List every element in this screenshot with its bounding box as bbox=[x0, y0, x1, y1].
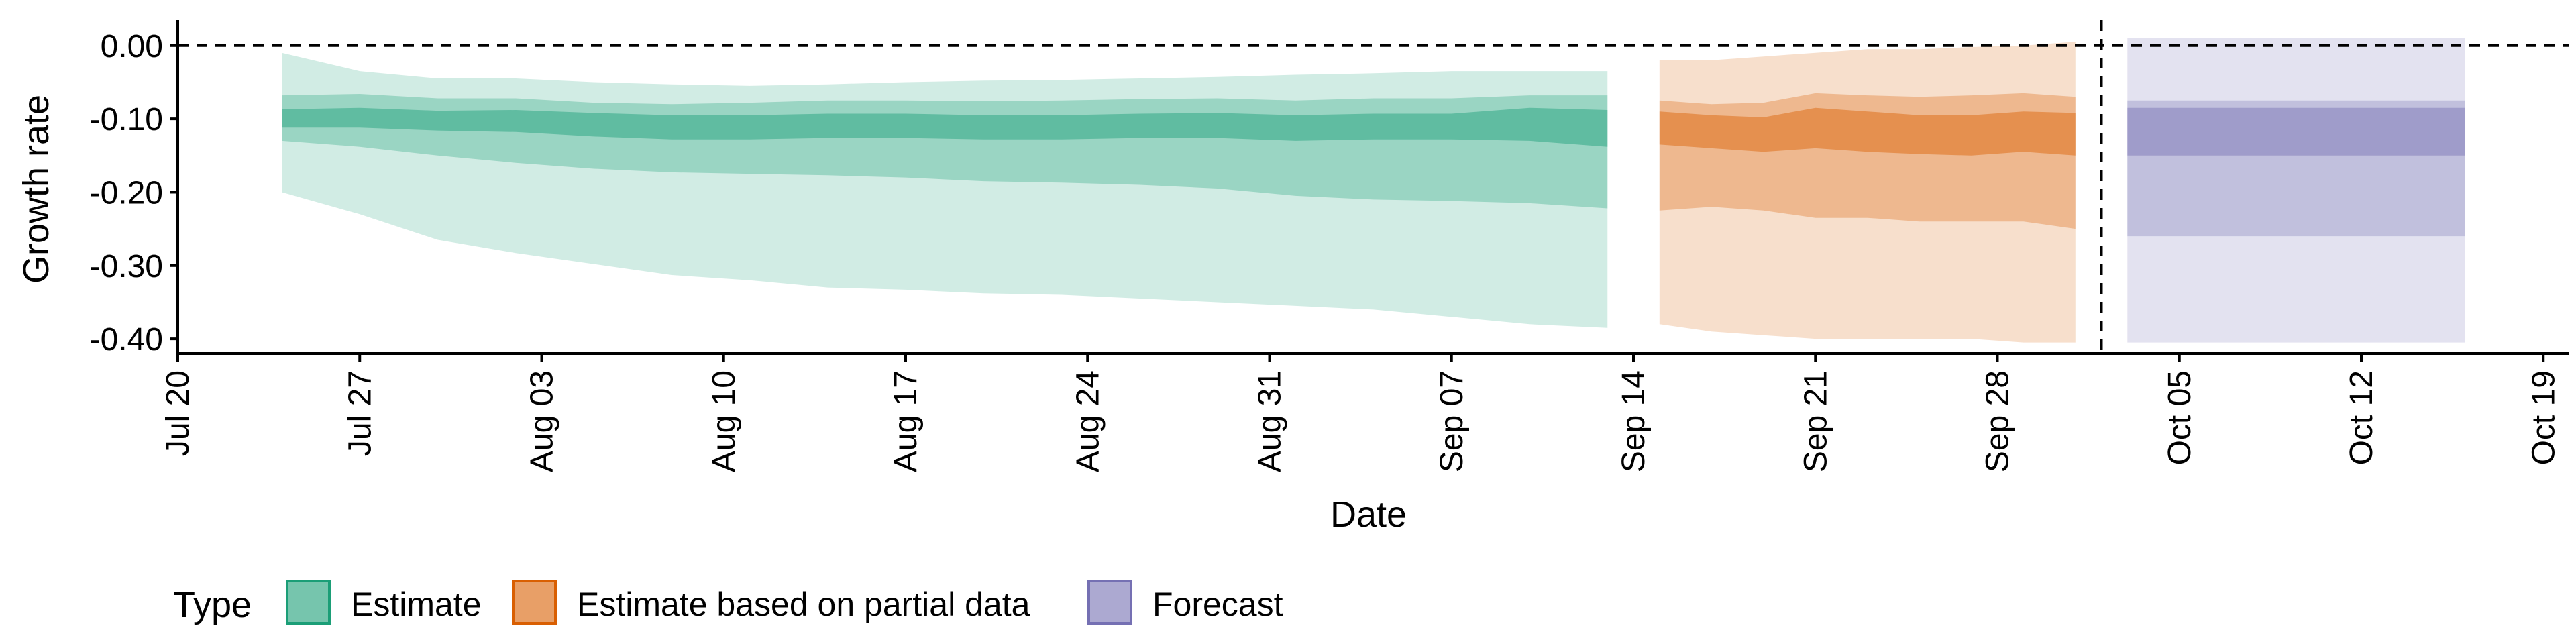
y-axis-title: Growth rate bbox=[16, 95, 56, 284]
x-tick-label: Sep 21 bbox=[1798, 370, 1833, 472]
x-tick-label: Aug 03 bbox=[525, 370, 560, 472]
x-tick-label: Jul 20 bbox=[160, 370, 196, 456]
band-layer bbox=[282, 38, 2465, 343]
estimate-band-80 bbox=[282, 94, 1608, 209]
y-tick-label: -0.10 bbox=[90, 102, 163, 138]
x-tick-label: Oct 12 bbox=[2344, 370, 2379, 465]
legend-label: Estimate based on partial data bbox=[577, 586, 1030, 623]
axes: 0.00 -0.10 -0.20 -0.30 -0.40 Jul 20 Jul 27 Aug … bbox=[90, 20, 2569, 472]
x-tick-label: Jul 27 bbox=[342, 370, 378, 456]
y-tick-label: -0.40 bbox=[90, 322, 163, 358]
y-tick-label: -0.30 bbox=[90, 249, 163, 284]
legend-label: Forecast bbox=[1152, 586, 1283, 623]
legend-label: Estimate bbox=[351, 586, 482, 623]
x-tick-label: Sep 14 bbox=[1616, 370, 1652, 472]
x-tick-label: Aug 17 bbox=[888, 370, 924, 472]
reference-lines bbox=[178, 20, 2569, 354]
legend-swatch bbox=[512, 580, 557, 625]
estimate-based-on-partial-data-band-80 bbox=[1659, 93, 2076, 229]
y-tick-label: -0.20 bbox=[90, 175, 163, 211]
estimate-based-on-partial-data-band-90 bbox=[1659, 42, 2076, 343]
legend-swatch bbox=[1087, 580, 1132, 625]
estimate-band-50 bbox=[282, 107, 1608, 147]
forecast-band-80 bbox=[2127, 100, 2465, 237]
forecast-band-90 bbox=[2127, 38, 2465, 343]
x-tick-label: Sep 07 bbox=[1434, 370, 1470, 472]
y-tick-label: 0.00 bbox=[101, 29, 163, 64]
estimate-band-90 bbox=[282, 52, 1608, 328]
x-tick-label: Aug 24 bbox=[1070, 370, 1106, 472]
legend-title: Type bbox=[173, 585, 252, 625]
estimate-based-on-partial-data-band-50 bbox=[1659, 107, 2076, 156]
legend: Type Estimate Estimate based on partial d… bbox=[173, 580, 1283, 625]
x-tick-label: Aug 31 bbox=[1252, 370, 1288, 472]
forecast-band-50 bbox=[2127, 107, 2465, 156]
legend-swatch bbox=[286, 580, 331, 625]
x-tick-label: Oct 05 bbox=[2162, 370, 2198, 465]
x-axis-title: Date bbox=[1330, 494, 1407, 535]
x-tick-label: Oct 19 bbox=[2526, 370, 2561, 465]
x-tick-label: Aug 10 bbox=[706, 370, 742, 472]
x-tick-label: Sep 28 bbox=[1980, 370, 2016, 472]
